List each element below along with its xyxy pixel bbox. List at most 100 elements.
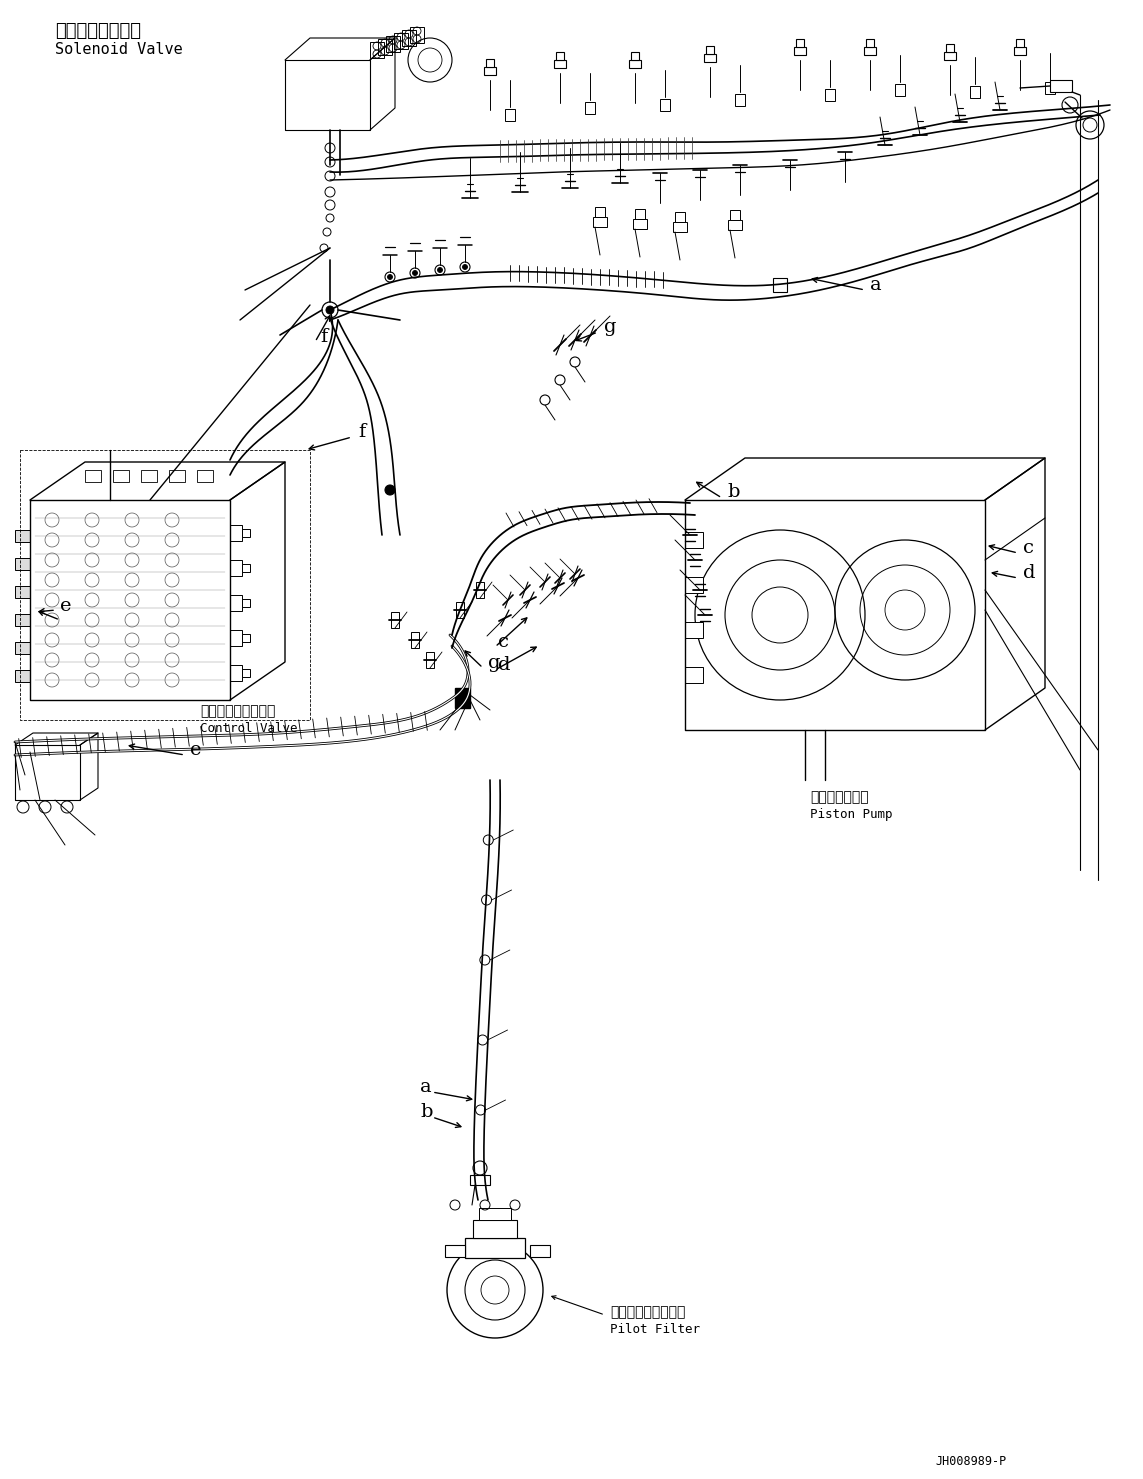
- Text: ピストンポンプ: ピストンポンプ: [810, 790, 869, 805]
- Bar: [486, 59, 494, 67]
- Bar: [386, 35, 400, 52]
- Text: Control Valve: Control Valve: [200, 722, 297, 735]
- Bar: [483, 67, 496, 75]
- Text: a: a: [870, 277, 881, 294]
- Bar: [15, 558, 30, 569]
- Bar: [944, 52, 956, 61]
- Bar: [242, 634, 250, 642]
- Text: e: e: [59, 598, 72, 615]
- Bar: [970, 86, 980, 98]
- Bar: [505, 109, 515, 121]
- Bar: [554, 61, 566, 68]
- Circle shape: [385, 485, 395, 495]
- Bar: [230, 525, 242, 541]
- Bar: [113, 470, 129, 482]
- Text: b: b: [419, 1103, 432, 1121]
- Text: コントロールバルブ: コントロールバルブ: [200, 704, 275, 717]
- Bar: [773, 278, 788, 291]
- Bar: [242, 669, 250, 677]
- Bar: [455, 688, 470, 708]
- Bar: [15, 670, 30, 682]
- Bar: [530, 1245, 550, 1257]
- Text: e: e: [190, 741, 201, 759]
- Bar: [197, 470, 213, 482]
- Bar: [636, 209, 645, 219]
- Bar: [895, 84, 905, 96]
- Bar: [15, 529, 30, 541]
- Bar: [141, 470, 157, 482]
- Bar: [470, 1174, 490, 1185]
- Bar: [230, 561, 242, 575]
- Bar: [555, 52, 563, 61]
- Bar: [394, 33, 408, 49]
- Text: g: g: [488, 654, 501, 671]
- Bar: [242, 529, 250, 537]
- Bar: [230, 630, 242, 646]
- Bar: [866, 38, 874, 47]
- Bar: [676, 211, 685, 222]
- Bar: [370, 41, 384, 58]
- Bar: [685, 623, 703, 637]
- Bar: [794, 47, 806, 55]
- Bar: [685, 532, 703, 549]
- Bar: [1050, 80, 1072, 92]
- Bar: [706, 46, 714, 55]
- Circle shape: [326, 306, 334, 314]
- Bar: [479, 1208, 511, 1220]
- Bar: [864, 47, 876, 55]
- Circle shape: [463, 265, 467, 269]
- Bar: [629, 61, 641, 68]
- Text: c: c: [498, 633, 509, 651]
- Bar: [585, 102, 596, 114]
- Bar: [825, 89, 836, 101]
- Bar: [169, 470, 185, 482]
- Bar: [735, 95, 745, 106]
- Text: パイロットフィルタ: パイロットフィルタ: [610, 1304, 686, 1319]
- Text: c: c: [1023, 538, 1034, 558]
- Circle shape: [387, 275, 392, 280]
- Circle shape: [438, 268, 442, 272]
- Bar: [596, 207, 605, 217]
- Bar: [465, 1238, 525, 1259]
- Text: Pilot Filter: Pilot Filter: [610, 1324, 700, 1336]
- Bar: [85, 470, 101, 482]
- Bar: [242, 599, 250, 606]
- Bar: [230, 595, 242, 611]
- Bar: [15, 642, 30, 654]
- Text: Solenoid Valve: Solenoid Valve: [55, 41, 183, 58]
- Bar: [402, 30, 416, 46]
- Bar: [730, 210, 740, 220]
- Text: a: a: [419, 1078, 432, 1096]
- Bar: [633, 219, 647, 229]
- Bar: [673, 222, 687, 232]
- Text: f: f: [358, 423, 366, 441]
- Bar: [660, 99, 670, 111]
- Text: f: f: [320, 328, 327, 346]
- Bar: [728, 220, 742, 231]
- Bar: [475, 583, 483, 598]
- Bar: [456, 602, 464, 618]
- Bar: [445, 1245, 465, 1257]
- Bar: [15, 614, 30, 626]
- Bar: [685, 577, 703, 593]
- Bar: [15, 586, 30, 598]
- Circle shape: [322, 302, 338, 318]
- Bar: [1045, 81, 1055, 95]
- Text: b: b: [727, 484, 740, 501]
- Bar: [1016, 38, 1024, 47]
- Bar: [411, 632, 419, 648]
- Bar: [631, 52, 639, 61]
- Text: d: d: [1023, 563, 1036, 583]
- Bar: [391, 612, 399, 629]
- Text: d: d: [498, 657, 511, 674]
- Bar: [593, 217, 607, 226]
- Bar: [426, 652, 434, 669]
- Bar: [378, 38, 392, 55]
- Bar: [410, 27, 424, 43]
- Text: ソレノイドバルブ: ソレノイドバルブ: [55, 22, 141, 40]
- Bar: [1014, 47, 1026, 55]
- Bar: [242, 563, 250, 572]
- Circle shape: [413, 271, 417, 275]
- Bar: [473, 1220, 517, 1238]
- Bar: [230, 666, 242, 680]
